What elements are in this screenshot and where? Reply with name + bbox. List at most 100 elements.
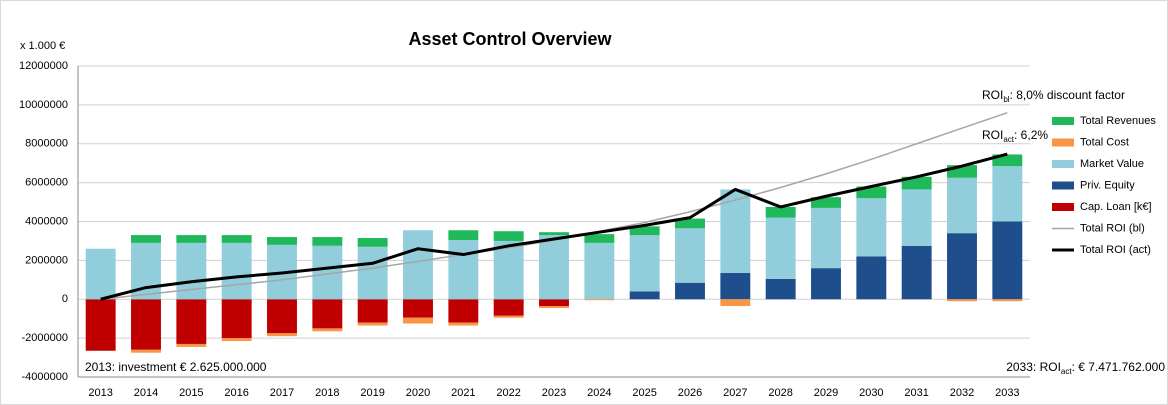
bar-segment xyxy=(584,242,615,300)
x-tick-label: 2022 xyxy=(496,387,520,399)
bar-segment xyxy=(403,299,433,318)
bar-segment xyxy=(901,245,932,300)
bar-segment xyxy=(403,230,433,300)
x-tick-label: 2025 xyxy=(632,387,656,399)
x-tick-label: 2018 xyxy=(315,387,339,399)
bar-segment xyxy=(720,299,751,307)
annotation: 2033: ROIact: € 7.471.762.000 xyxy=(1006,360,1165,376)
bar-segment xyxy=(811,197,841,208)
bar-segment xyxy=(584,299,615,301)
bar-segment xyxy=(85,299,116,351)
bar-segment xyxy=(811,207,841,269)
x-tick-label: 2020 xyxy=(406,387,430,399)
bar-segment xyxy=(312,237,343,246)
annotation-text: : € 7.471.762.000 xyxy=(1072,360,1166,374)
annotation: 2013: investment € 2.625.000.000 xyxy=(85,360,267,374)
y-tick-label: 10000000 xyxy=(19,99,68,111)
y-tick-label: 2000000 xyxy=(25,254,68,266)
bar-segment xyxy=(629,291,660,300)
annotation-text: ROI xyxy=(982,88,1003,102)
x-tick-label: 2019 xyxy=(360,387,384,399)
annotation-text: : 8,0% discount factor xyxy=(1010,88,1125,102)
legend-label: Market Value xyxy=(1080,158,1144,170)
annotation-subscript: act xyxy=(1061,367,1072,376)
annotation-subscript: act xyxy=(1003,135,1014,144)
bar-segment xyxy=(267,333,297,337)
bar-segment xyxy=(992,154,1023,167)
x-tick-label: 2033 xyxy=(995,387,1019,399)
legend-label: Total Revenues xyxy=(1080,115,1156,127)
x-tick-label: 2027 xyxy=(723,387,747,399)
bar-segment xyxy=(856,186,887,199)
bar-segment xyxy=(131,235,161,243)
legend-swatch xyxy=(1052,160,1074,168)
bar-segment xyxy=(357,322,388,326)
bar-segment xyxy=(992,166,1023,222)
x-tick-label: 2028 xyxy=(768,387,792,399)
bar-segment xyxy=(947,233,977,300)
bar-segment xyxy=(992,221,1023,300)
bar-segment xyxy=(675,282,705,300)
bar-segment xyxy=(765,217,796,279)
bar-segment xyxy=(675,228,705,283)
y-tick-label: 12000000 xyxy=(19,60,68,72)
legend-label: Total ROI (act) xyxy=(1080,244,1151,256)
annotation-text: 2013: investment € 2.625.000.000 xyxy=(85,360,267,374)
chart-title: Asset Control Overview xyxy=(408,29,612,49)
y-tick-label: 4000000 xyxy=(25,215,68,227)
annotation: ROIact: 6,2% xyxy=(982,128,1048,144)
x-tick-label: 2023 xyxy=(542,387,566,399)
bar-segment xyxy=(448,230,479,240)
bar-segment xyxy=(765,278,796,300)
bar-segment xyxy=(947,299,977,302)
bar-segment xyxy=(765,206,796,218)
annotation-text: ROI xyxy=(982,128,1003,142)
annotation-text: 2033: ROI xyxy=(1006,360,1061,374)
bar-segment xyxy=(901,176,932,190)
bar-segment xyxy=(720,273,751,300)
bar-segment xyxy=(811,268,841,300)
x-tick-label: 2029 xyxy=(814,387,838,399)
bar-segment xyxy=(131,299,161,350)
legend-swatch xyxy=(1052,181,1074,190)
bar-segment xyxy=(312,299,343,329)
bar-segment xyxy=(357,299,388,323)
legend-swatch xyxy=(1052,138,1074,147)
bar-segment xyxy=(856,198,887,257)
bar-segment xyxy=(312,328,343,332)
bar-segment xyxy=(357,246,388,300)
y-tick-label: -4000000 xyxy=(22,371,69,383)
legend-label: Total ROI (bl) xyxy=(1080,222,1145,234)
x-tick-label: 2032 xyxy=(950,387,974,399)
x-tick-label: 2016 xyxy=(224,387,248,399)
annotation: ROIbl: 8,0% discount factor xyxy=(982,88,1125,104)
y-tick-label: 8000000 xyxy=(25,138,68,150)
bar-segment xyxy=(176,235,207,243)
bar-segment xyxy=(539,235,569,300)
bar-segment xyxy=(85,248,116,300)
bar-segment xyxy=(267,299,297,334)
bar-segment xyxy=(221,299,252,339)
legend-label: Cap. Loan [k€] xyxy=(1080,201,1152,213)
bar-segment xyxy=(539,232,569,236)
bar-segment xyxy=(901,189,932,246)
bar-segment xyxy=(448,239,479,300)
bar-segment xyxy=(539,299,569,307)
bar-segment xyxy=(357,238,388,247)
bar-segment xyxy=(493,315,524,318)
x-tick-label: 2015 xyxy=(179,387,203,399)
legend-label: Total Cost xyxy=(1080,136,1129,148)
y-tick-label: -2000000 xyxy=(22,332,69,344)
bar-segment xyxy=(675,218,705,229)
bar-segment xyxy=(992,299,1023,302)
bar-segment xyxy=(493,240,524,300)
y-unit-label: x 1.000 € xyxy=(20,40,65,52)
x-tick-label: 2031 xyxy=(904,387,928,399)
x-tick-label: 2013 xyxy=(88,387,112,399)
bar-segment xyxy=(493,299,524,316)
x-tick-label: 2030 xyxy=(859,387,883,399)
bar-segment xyxy=(629,226,660,236)
bar-segment xyxy=(629,235,660,292)
bar-segment xyxy=(947,177,977,234)
bar-segment xyxy=(221,338,252,342)
